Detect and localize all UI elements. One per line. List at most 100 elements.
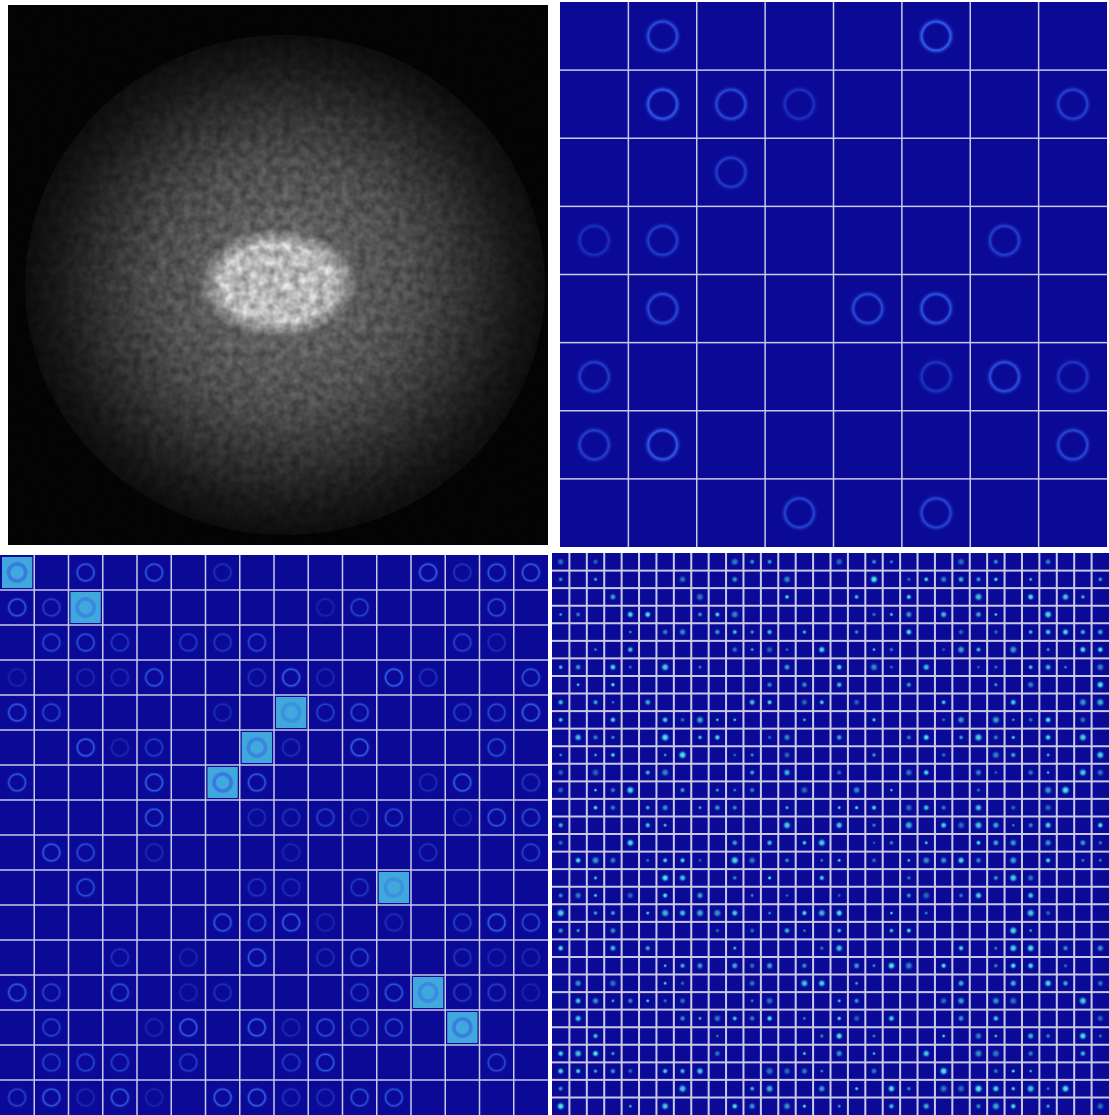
feature-ring: [448, 908, 477, 937]
feature-dot: [678, 962, 687, 970]
feature-dot: [1011, 823, 1016, 828]
feature-dot: [766, 734, 773, 741]
feature-dot: [1025, 907, 1036, 919]
feature-ring: [37, 628, 66, 657]
feature-dot: [1097, 576, 1104, 583]
feature-dot: [1008, 995, 1019, 1006]
feature-ring: [243, 908, 271, 937]
feature-dot: [1008, 978, 1018, 988]
feature-dot: [660, 732, 671, 743]
feature-dot: [557, 716, 564, 724]
feature-dot: [836, 893, 842, 898]
feature-dot: [836, 857, 842, 863]
feature-dot: [748, 962, 756, 970]
feature-dot: [555, 907, 566, 919]
feature-dot: [575, 928, 581, 934]
feature-dot: [1009, 1102, 1018, 1110]
feature-dot: [1096, 628, 1105, 636]
feature-ring: [243, 768, 271, 797]
feature-dot: [748, 1085, 756, 1092]
feature-ring: [140, 1013, 168, 1042]
feature-dot: [608, 592, 618, 602]
feature-dot: [956, 644, 966, 655]
feature-ring: [71, 1083, 100, 1112]
feature-dot: [608, 856, 618, 865]
feature-dot: [871, 1051, 877, 1056]
feature-dot: [715, 1033, 720, 1039]
feature-ring: [174, 978, 203, 1007]
feature-ring: [140, 733, 168, 762]
feature-dot: [818, 699, 826, 706]
feature-ring: [380, 873, 408, 902]
feature-dot: [730, 1102, 739, 1111]
feature-dot: [835, 769, 843, 777]
feature-ring: [517, 663, 545, 692]
feature-ring: [174, 1013, 203, 1042]
feature-ring: [71, 558, 100, 587]
feature-dot: [1008, 925, 1019, 936]
feature-dot: [765, 838, 774, 847]
feature-ring: [140, 768, 168, 797]
feature-dot: [1026, 961, 1035, 970]
feature-dot: [1044, 557, 1053, 566]
feature-dot: [992, 874, 1000, 882]
feature-dot: [1078, 1031, 1088, 1041]
feature-dot: [888, 611, 894, 617]
feature-dot: [871, 752, 877, 758]
feature-dot: [904, 802, 914, 813]
feature-dot: [992, 576, 999, 583]
feature-dot: [625, 785, 636, 796]
feature-dot: [713, 1049, 722, 1058]
feature-dot: [626, 891, 635, 900]
feature-dot: [730, 838, 739, 847]
feature-dot: [1045, 752, 1051, 758]
feature-dot: [645, 857, 651, 863]
feature-dot: [819, 857, 825, 863]
feature-dot: [643, 698, 652, 707]
feature-dot: [940, 962, 948, 970]
feature-dot: [801, 629, 808, 635]
feature-dot: [818, 1033, 825, 1039]
feature-dot: [608, 926, 618, 935]
feature-dot: [801, 839, 808, 846]
feature-dot: [677, 1083, 688, 1094]
feature-dot: [973, 591, 984, 603]
feature-dot: [557, 821, 565, 829]
feature-dot: [1095, 662, 1106, 673]
feature-dot: [870, 1067, 878, 1076]
feature-ring: [980, 216, 1029, 265]
feature-ring: [448, 768, 477, 797]
feature-ring: [311, 803, 340, 832]
feature-dot: [591, 733, 600, 741]
feature-dot: [905, 593, 913, 601]
feature-dot: [1078, 838, 1087, 847]
feature-dot: [923, 910, 929, 916]
feature-dot: [644, 769, 652, 776]
feature-dot: [748, 769, 756, 776]
feature-dot: [749, 752, 755, 758]
feature-dot: [695, 714, 705, 725]
feature-dot: [1028, 576, 1034, 582]
feature-ring: [3, 768, 31, 797]
feature-dot: [732, 717, 737, 723]
feature-ring: [414, 768, 442, 797]
feature-dot: [905, 734, 913, 741]
feature-ring: [3, 593, 31, 622]
feature-ring: [243, 1013, 271, 1042]
feature-dot: [783, 593, 790, 600]
feature-dot: [1026, 1031, 1035, 1041]
feature-dot: [558, 752, 564, 758]
feature-ring: [277, 873, 305, 902]
feature-ring: [311, 908, 340, 937]
feature-dot: [1026, 891, 1035, 900]
feature-dot: [871, 840, 877, 845]
feature-ring: [482, 593, 511, 622]
feature-dot: [679, 716, 686, 723]
feature-dot: [590, 855, 601, 866]
feature-dot: [1095, 767, 1105, 778]
feature-ring: [37, 978, 66, 1007]
feature-dot: [904, 628, 913, 636]
feature-dot: [939, 855, 949, 865]
feature-ring: [37, 1048, 66, 1077]
